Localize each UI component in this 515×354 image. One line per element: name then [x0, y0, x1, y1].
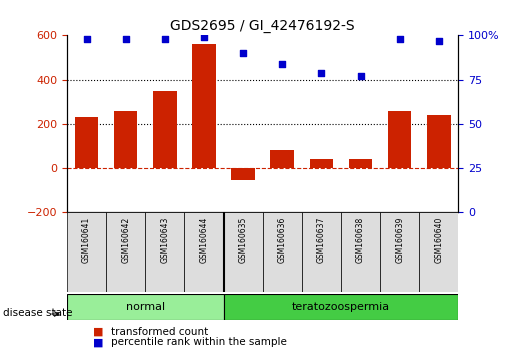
Bar: [349, 159, 372, 168]
Text: GSM160642: GSM160642: [121, 216, 130, 263]
Point: [278, 61, 286, 67]
Point: [239, 50, 247, 56]
Bar: [153, 91, 177, 168]
Text: GSM160643: GSM160643: [160, 216, 169, 263]
Bar: [192, 44, 216, 168]
Text: transformed count: transformed count: [111, 327, 208, 337]
Bar: [310, 159, 333, 168]
Bar: [270, 150, 294, 168]
Text: normal: normal: [126, 302, 165, 312]
Point: [200, 34, 208, 40]
Text: percentile rank within the sample: percentile rank within the sample: [111, 337, 287, 347]
Text: disease state: disease state: [3, 308, 72, 318]
Bar: [419, 212, 458, 292]
Point: [356, 73, 365, 79]
Bar: [388, 110, 411, 168]
Bar: [75, 117, 98, 168]
Bar: [427, 115, 451, 168]
Point: [435, 38, 443, 44]
Bar: [224, 294, 458, 320]
Bar: [145, 212, 184, 292]
Text: GSM160635: GSM160635: [238, 216, 248, 263]
Title: GDS2695 / GI_42476192-S: GDS2695 / GI_42476192-S: [170, 19, 355, 33]
Bar: [380, 212, 419, 292]
Bar: [67, 212, 106, 292]
Text: ■: ■: [93, 337, 103, 347]
Bar: [263, 212, 302, 292]
Point: [122, 36, 130, 42]
Bar: [114, 110, 138, 168]
Text: ■: ■: [93, 327, 103, 337]
Text: GSM160638: GSM160638: [356, 216, 365, 263]
Bar: [184, 212, 224, 292]
Text: GSM160639: GSM160639: [395, 216, 404, 263]
Bar: [224, 212, 263, 292]
Bar: [231, 168, 255, 180]
Text: GSM160637: GSM160637: [317, 216, 326, 263]
Bar: [302, 212, 341, 292]
Text: GSM160641: GSM160641: [82, 216, 91, 263]
Point: [396, 36, 404, 42]
Bar: [106, 212, 145, 292]
Point: [161, 36, 169, 42]
Point: [317, 70, 325, 75]
Text: GSM160644: GSM160644: [199, 216, 209, 263]
Text: GSM160640: GSM160640: [434, 216, 443, 263]
Bar: [341, 212, 380, 292]
Bar: [67, 294, 224, 320]
Text: GSM160636: GSM160636: [278, 216, 287, 263]
Text: teratozoospermia: teratozoospermia: [292, 302, 390, 312]
Point: [82, 36, 91, 42]
